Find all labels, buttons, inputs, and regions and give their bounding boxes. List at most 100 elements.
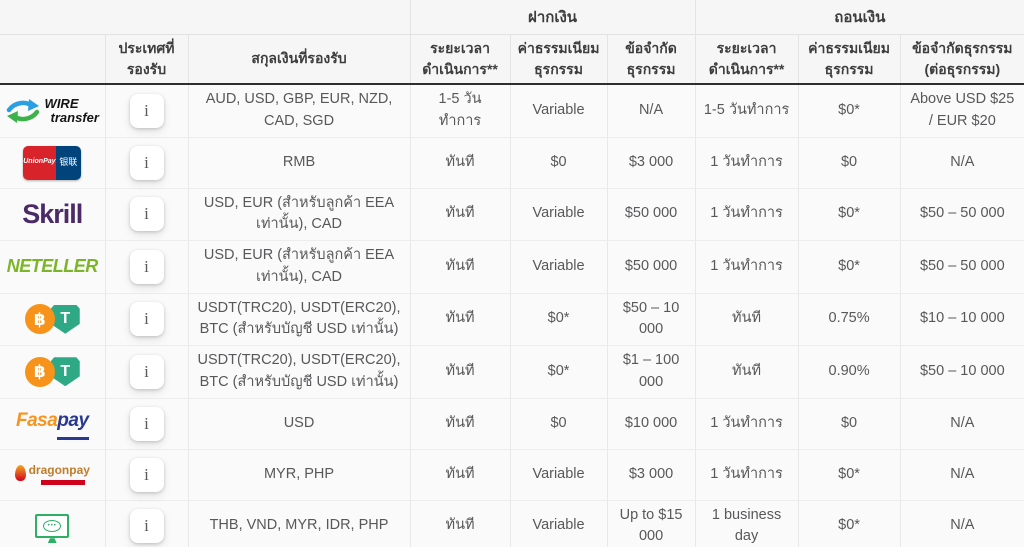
bitcoin-icon: ฿ xyxy=(24,356,55,387)
info-button[interactable]: i xyxy=(129,197,164,232)
withdraw-time-cell: ทันที xyxy=(694,345,799,399)
table-row: dragonpay i MYR, PHP ทันที Variable $3 000 1 ว… xyxy=(0,449,1024,501)
table-row: NETELLER i USD, EUR (สำหรับลูกค้า EEA เท่า… xyxy=(0,240,1024,294)
dragon-flame-icon xyxy=(14,465,26,482)
currencies-cell: AUD, USD, GBP, EUR, NZD, CAD, SGD xyxy=(187,84,411,138)
countries-info-cell: i xyxy=(104,240,188,294)
deposit-time-cell: ทันที xyxy=(409,449,511,501)
deposit-limit-cell: Up to $15 000 xyxy=(606,500,696,547)
table-row: Skrill i USD, EUR (สำหรับลูกค้า EEA เท่านั… xyxy=(0,188,1024,241)
withdraw-time-cell: 1 วันทำการ xyxy=(694,137,799,189)
countries-info-cell: i xyxy=(104,345,188,399)
currencies-cell: USDT(TRC20), USDT(ERC20), BTC (สำหรับบัญ… xyxy=(187,345,411,399)
deposit-time-cell: ทันที xyxy=(409,188,511,241)
deposit-limit-cell: $10 000 xyxy=(606,398,696,450)
table-group-header-row: ฝากเงิน ถอนเงิน xyxy=(0,0,1024,34)
countries-column-header: ประเทศที่รองรับ xyxy=(104,34,188,84)
currencies-cell: USD, EUR (สำหรับลูกค้า EEA เท่านั้น), CA… xyxy=(187,240,411,294)
withdraw-fee-cell: $0* xyxy=(797,84,901,138)
currencies-cell: USD, EUR (สำหรับลูกค้า EEA เท่านั้น), CA… xyxy=(187,188,411,241)
deposit-fee-cell: Variable xyxy=(509,188,608,241)
unionpay-logo: UnionPay 银联 xyxy=(8,145,97,180)
deposit-fee-cell: $0* xyxy=(509,293,608,346)
deposit-limit-cell: $3 000 xyxy=(606,449,696,501)
withdraw-time-cell: 1 วันทำการ xyxy=(694,449,799,501)
withdraw-limit-cell: N/A xyxy=(899,398,1024,450)
withdraw-time-cell: ทันที xyxy=(694,293,799,346)
deposit-fee-cell: Variable xyxy=(509,240,608,294)
deposit-limit-column-header: ข้อจำกัดธุรกรรม xyxy=(606,34,696,84)
withdraw-limit-cell: N/A xyxy=(899,500,1024,547)
method-logo-cell: NETELLER xyxy=(0,240,105,294)
table-row: Fasa pay i USD ทันที $0 $10 000 1 วันทำการ $0 N/A xyxy=(0,398,1024,450)
deposit-fee-cell: $0* xyxy=(509,345,608,399)
withdraw-fee-cell: $0 xyxy=(797,398,901,450)
deposit-group-header: ฝากเงิน xyxy=(409,0,696,34)
info-button[interactable]: i xyxy=(129,457,164,492)
info-button[interactable]: i xyxy=(129,302,164,337)
withdraw-time-cell: 1 วันทำการ xyxy=(694,240,799,294)
deposit-time-cell: ทันที xyxy=(409,240,511,294)
deposit-fee-cell: Variable xyxy=(509,449,608,501)
deposit-time-cell: ทันที xyxy=(409,398,511,450)
method-logo-cell: Fasa pay xyxy=(0,398,105,450)
info-button[interactable]: i xyxy=(129,93,164,128)
currencies-cell: THB, VND, MYR, IDR, PHP xyxy=(187,500,411,547)
info-button[interactable]: i xyxy=(129,354,164,389)
bitcoin-icon: ฿ xyxy=(24,304,55,335)
tether-icon: T xyxy=(50,304,80,334)
deposit-fee-cell: Variable xyxy=(509,500,608,547)
deposit-limit-cell: $50 000 xyxy=(606,240,696,294)
countries-info-cell: i xyxy=(104,84,188,138)
deposit-limit-cell: $3 000 xyxy=(606,137,696,189)
withdraw-fee-cell: $0* xyxy=(797,188,901,241)
withdraw-fee-cell: $0 xyxy=(797,137,901,189)
withdraw-time-cell: 1 business day xyxy=(694,500,799,547)
countries-info-cell: i xyxy=(104,137,188,189)
withdraw-time-cell: 1 วันทำการ xyxy=(694,188,799,241)
table-body: WIRE transfer i AUD, USD, GBP, EUR, NZD, CA… xyxy=(0,84,1024,547)
currencies-cell: USDT(TRC20), USDT(ERC20), BTC (สำหรับบัญ… xyxy=(187,293,411,346)
method-logo-cell: ••• xyxy=(0,500,105,547)
deposit-limit-cell: $50 – 10 000 xyxy=(606,293,696,346)
withdraw-limit-cell: $50 – 50 000 xyxy=(899,188,1024,241)
withdraw-time-cell: 1 วันทำการ xyxy=(694,398,799,450)
deposit-fee-cell: $0 xyxy=(509,398,608,450)
table-row: ••• i THB, VND, MYR, IDR, PHP ทันที Variable… xyxy=(0,500,1024,547)
withdraw-time-column-header: ระยะเวลาดำเนินการ** xyxy=(694,34,799,84)
countries-info-cell: i xyxy=(104,398,188,450)
info-button[interactable]: i xyxy=(129,509,164,544)
withdraw-fee-cell: 0.75% xyxy=(797,293,901,346)
online-banking-logo: ••• xyxy=(8,514,97,539)
info-button[interactable]: i xyxy=(129,406,164,441)
withdraw-fee-cell: 0.90% xyxy=(797,345,901,399)
info-button[interactable]: i xyxy=(129,145,164,180)
withdraw-time-cell: 1-5 วันทำการ xyxy=(694,84,799,138)
deposit-fee-cell: $0 xyxy=(509,137,608,189)
withdraw-limit-cell: $50 – 10 000 xyxy=(899,345,1024,399)
deposit-fee-column-header: ค่าธรรมเนียมธุรกรรม xyxy=(509,34,608,84)
logo-column-header xyxy=(0,34,105,84)
skrill-logo: Skrill xyxy=(22,199,83,229)
method-logo-cell: Skrill xyxy=(0,188,105,241)
withdraw-fee-cell: $0* xyxy=(797,449,901,501)
table-column-header-row: ประเทศที่รองรับ สกุลเงินที่รองรับ ระยะเว… xyxy=(0,34,1024,84)
withdraw-fee-column-header: ค่าธรรมเนียมธุรกรรม xyxy=(797,34,901,84)
deposit-time-cell: 1-5 วันทำการ xyxy=(409,84,511,138)
withdraw-fee-cell: $0* xyxy=(797,500,901,547)
info-button[interactable]: i xyxy=(129,249,164,284)
neteller-logo: NETELLER xyxy=(6,256,99,277)
method-logo-cell: UnionPay 银联 xyxy=(0,137,105,189)
withdraw-limit-cell: N/A xyxy=(899,137,1024,189)
deposit-time-cell: ทันที xyxy=(409,345,511,399)
table-row: WIRE transfer i AUD, USD, GBP, EUR, NZD, CA… xyxy=(0,84,1024,138)
withdraw-limit-cell: Above USD $25 / EUR $20 xyxy=(899,84,1024,138)
deposit-limit-cell: $1 – 100 000 xyxy=(606,345,696,399)
deposit-time-column-header: ระยะเวลาดำเนินการ** xyxy=(409,34,511,84)
crypto-btc-usdt-logo: ฿ T xyxy=(8,356,97,387)
deposit-limit-cell: $50 000 xyxy=(606,188,696,241)
table-row: ฿ T i USDT(TRC20), USDT(ERC20), BTC (สำหรับ… xyxy=(0,345,1024,399)
